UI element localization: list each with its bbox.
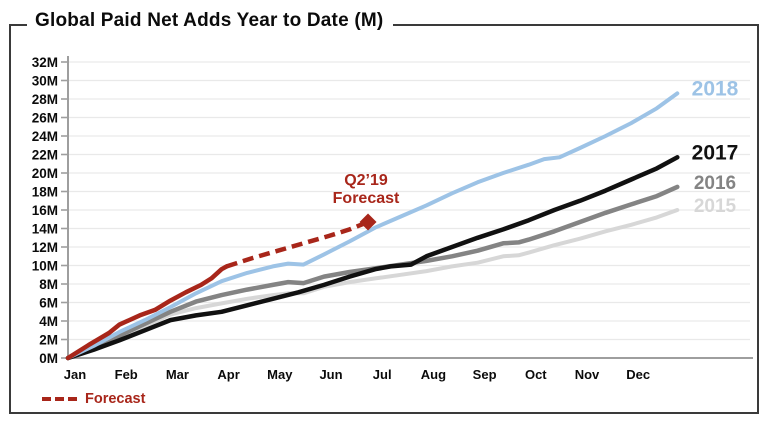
x-axis-month-label: Jan [64, 367, 86, 382]
y-axis-tick-label: 12M [32, 240, 58, 255]
y-axis-tick-label: 20M [32, 166, 58, 181]
x-axis-month-label: Oct [525, 367, 547, 382]
y-axis-tick-label: 0M [39, 351, 58, 366]
y-axis-tick-label: 6M [39, 296, 58, 311]
y-axis-tick-label: 8M [39, 277, 58, 292]
forecast-dash-icon [42, 396, 51, 402]
y-axis-tick-label: 16M [32, 203, 58, 218]
series-label-2018: 2018 [692, 77, 739, 100]
x-axis-month-label: Apr [217, 367, 239, 382]
forecast-legend-label: Forecast [85, 391, 146, 407]
y-axis-tick-label: 26M [32, 111, 58, 126]
y-axis-tick-label: 2M [39, 333, 58, 348]
forecast-annotation: Q2’19 Forecast [306, 172, 426, 208]
x-axis-month-label: Jul [373, 367, 392, 382]
forecast-diamond-marker [359, 213, 377, 231]
forecast-annotation-line1: Q2’19 [344, 172, 388, 189]
series-label-2017: 2017 [692, 141, 739, 164]
series-label-2015: 2015 [694, 196, 737, 217]
series-line-2019-actual-q1- [65, 264, 229, 361]
series-line-2015 [66, 208, 680, 360]
y-axis-tick-label: 24M [32, 129, 58, 144]
y-axis-tick-label: 30M [32, 74, 58, 89]
y-axis-tick-label: 14M [32, 222, 58, 237]
x-axis-month-label: Mar [166, 367, 189, 382]
x-axis-month-label: Sep [473, 367, 497, 382]
series-line-2017 [65, 155, 680, 361]
forecast-dash-icon [68, 396, 77, 402]
y-axis-tick-label: 4M [39, 314, 58, 329]
forecast-annotation-line2: Forecast [332, 190, 400, 207]
x-axis-month-label: Jun [319, 367, 342, 382]
y-axis-tick-label: 28M [32, 92, 58, 107]
series-label-2016: 2016 [694, 173, 736, 194]
series-line-2016 [65, 184, 680, 361]
y-axis-tick-label: 10M [32, 259, 58, 274]
y-axis-tick-label: 32M [32, 55, 58, 70]
y-axis-tick-label: 22M [32, 148, 58, 163]
forecast-dash-icon [55, 396, 64, 402]
series-line-2018 [66, 91, 680, 360]
x-axis-month-label: Aug [421, 367, 446, 382]
x-axis-month-label: Feb [115, 367, 138, 382]
x-axis-month-label: Dec [626, 367, 650, 382]
forecast-legend: Forecast [42, 391, 145, 407]
series-line-2019-forecast [226, 219, 369, 269]
y-axis-tick-label: 18M [32, 185, 58, 200]
chart-title: Global Paid Net Adds Year to Date (M) [27, 10, 394, 34]
x-axis-month-label: May [267, 367, 293, 382]
x-axis-month-label: Nov [575, 367, 600, 382]
